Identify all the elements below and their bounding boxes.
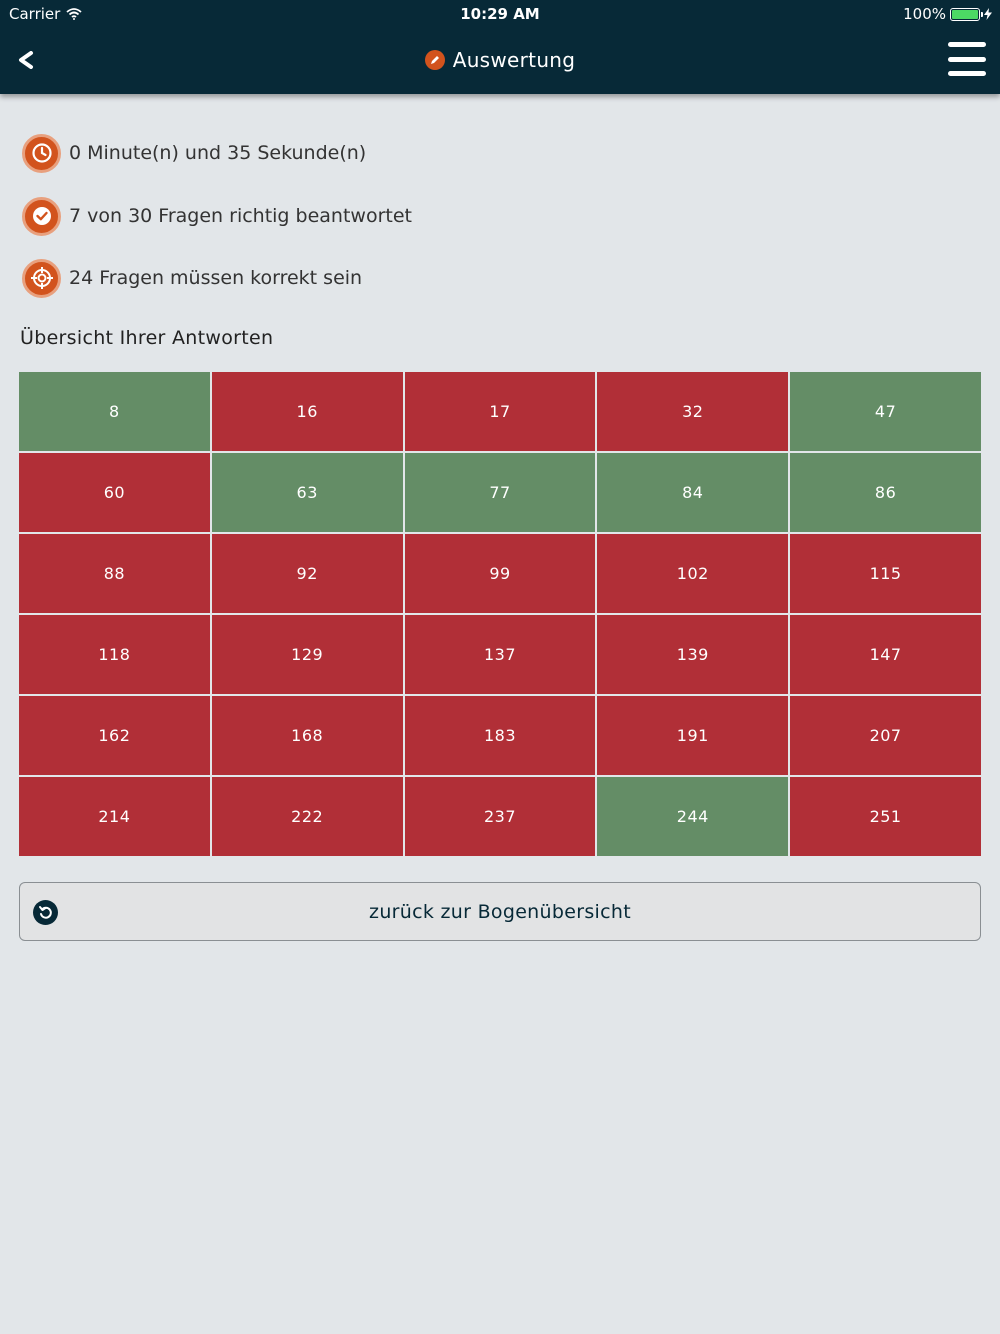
page-title: Auswertung bbox=[452, 48, 576, 72]
charging-bolt-icon bbox=[984, 8, 992, 20]
answer-cell-wrong[interactable]: 162 bbox=[19, 696, 210, 775]
clock-icon bbox=[22, 133, 61, 173]
answer-cell-wrong[interactable]: 251 bbox=[790, 777, 981, 856]
answer-cell-correct[interactable]: 86 bbox=[790, 453, 981, 532]
answer-cell-wrong[interactable]: 32 bbox=[597, 372, 789, 451]
target-icon bbox=[22, 258, 61, 298]
answer-cell-wrong[interactable]: 191 bbox=[597, 696, 789, 775]
answer-cell-wrong[interactable]: 118 bbox=[19, 615, 210, 694]
time-text: 0 Minute(n) und 35 Sekunde(n) bbox=[69, 142, 367, 164]
status-bar: Carrier 10:29 AM 100% bbox=[0, 0, 1000, 28]
menu-icon-bar bbox=[948, 42, 986, 47]
answer-cell-wrong[interactable]: 137 bbox=[404, 615, 596, 694]
answer-cell-correct[interactable]: 84 bbox=[597, 453, 789, 532]
pencil-icon bbox=[424, 50, 445, 70]
answer-cell-wrong[interactable]: 92 bbox=[211, 534, 403, 613]
answer-cell-wrong[interactable]: 102 bbox=[597, 534, 789, 613]
answer-cell-wrong[interactable]: 207 bbox=[790, 696, 981, 775]
battery-icon bbox=[950, 7, 983, 21]
nav-title-container: Auswertung bbox=[0, 46, 1000, 74]
back-button[interactable] bbox=[10, 44, 42, 76]
required-text: 24 Fragen müssen korrekt sein bbox=[69, 267, 363, 289]
status-carrier: Carrier bbox=[9, 5, 82, 23]
answer-cell-wrong[interactable]: 60 bbox=[19, 453, 210, 532]
answer-cell-wrong[interactable]: 16 bbox=[211, 372, 403, 451]
app-header: Carrier 10:29 AM 100% bbox=[0, 0, 1000, 94]
answer-cell-correct[interactable]: 244 bbox=[597, 777, 789, 856]
answer-cell-wrong[interactable]: 183 bbox=[404, 696, 596, 775]
status-time: 10:29 AM bbox=[460, 5, 540, 23]
wifi-icon bbox=[66, 8, 82, 20]
answers-overview-title: Übersicht Ihrer Antworten bbox=[20, 327, 274, 349]
battery-percent: 100% bbox=[903, 5, 946, 23]
hamburger-menu-button[interactable] bbox=[948, 42, 986, 76]
answer-cell-correct[interactable]: 8 bbox=[19, 372, 210, 451]
answer-cell-wrong[interactable]: 88 bbox=[19, 534, 210, 613]
time-info-row: 0 Minute(n) und 35 Sekunde(n) bbox=[22, 132, 366, 174]
answer-cell-correct[interactable]: 47 bbox=[790, 372, 981, 451]
answer-cell-wrong[interactable]: 99 bbox=[404, 534, 596, 613]
status-battery: 100% bbox=[903, 5, 992, 23]
answer-cell-correct[interactable]: 77 bbox=[404, 453, 596, 532]
chevron-left-icon bbox=[19, 51, 33, 69]
undo-icon bbox=[33, 900, 58, 925]
answer-cell-wrong[interactable]: 222 bbox=[211, 777, 403, 856]
answer-cell-wrong[interactable]: 168 bbox=[211, 696, 403, 775]
correct-info-row: 7 von 30 Fragen richtig beantwortet bbox=[22, 195, 412, 237]
answer-cell-wrong[interactable]: 17 bbox=[404, 372, 596, 451]
checkmark-icon bbox=[22, 196, 61, 236]
menu-icon-bar bbox=[948, 71, 986, 76]
answer-cell-wrong[interactable]: 129 bbox=[211, 615, 403, 694]
back-to-overview-button[interactable]: zurück zur Bogenübersicht bbox=[19, 882, 981, 941]
answer-cell-wrong[interactable]: 147 bbox=[790, 615, 981, 694]
answer-cell-wrong[interactable]: 237 bbox=[404, 777, 596, 856]
menu-icon-bar bbox=[948, 56, 986, 62]
answer-cell-wrong[interactable]: 139 bbox=[597, 615, 789, 694]
answer-cell-correct[interactable]: 63 bbox=[211, 453, 403, 532]
carrier-label: Carrier bbox=[9, 5, 61, 23]
required-info-row: 24 Fragen müssen korrekt sein bbox=[22, 257, 362, 299]
answer-cell-wrong[interactable]: 214 bbox=[19, 777, 210, 856]
back-button-label: zurück zur Bogenübersicht bbox=[369, 900, 631, 923]
correct-text: 7 von 30 Fragen richtig beantwortet bbox=[69, 205, 412, 227]
answer-cell-wrong[interactable]: 115 bbox=[790, 534, 981, 613]
answers-grid: 8 16 17 32 47 60 63 77 84 86 88 92 99 102 115 118 129 137… bbox=[19, 372, 981, 856]
